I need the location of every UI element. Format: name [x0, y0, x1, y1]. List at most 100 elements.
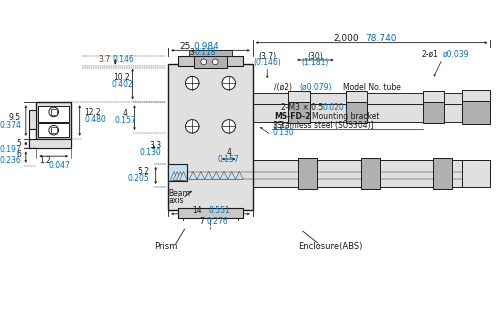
Text: 0.197: 0.197: [0, 145, 21, 154]
Text: 0.020: 0.020: [322, 103, 344, 112]
Polygon shape: [236, 172, 243, 179]
Text: 0.374: 0.374: [0, 121, 21, 130]
Text: 0.157: 0.157: [218, 155, 240, 164]
Bar: [346, 102, 368, 124]
Polygon shape: [176, 172, 184, 180]
Text: 9.5: 9.5: [9, 113, 21, 122]
Text: 0.146: 0.146: [112, 55, 134, 64]
Text: (1.181): (1.181): [302, 58, 329, 67]
Bar: [423, 91, 444, 106]
Polygon shape: [180, 172, 188, 180]
Text: 2,000: 2,000: [334, 34, 359, 43]
Text: 0.130: 0.130: [140, 148, 162, 157]
Text: 3.7: 3.7: [98, 55, 111, 64]
Text: 0.402: 0.402: [111, 79, 133, 89]
Text: (0.146): (0.146): [254, 58, 281, 67]
Bar: [360, 158, 380, 189]
Text: 10.2: 10.2: [114, 73, 130, 82]
Text: MS-FD-2: MS-FD-2: [274, 112, 310, 121]
Circle shape: [49, 107, 58, 117]
Text: 0.984: 0.984: [194, 42, 220, 51]
Bar: [168, 64, 253, 210]
Text: /(ø2): /(ø2): [274, 84, 292, 92]
Circle shape: [222, 76, 235, 90]
Text: 7: 7: [200, 217, 204, 226]
Text: 1.2: 1.2: [39, 156, 51, 164]
Bar: [423, 102, 444, 124]
Bar: [288, 91, 310, 106]
Bar: [194, 56, 227, 68]
Polygon shape: [204, 172, 212, 179]
Polygon shape: [212, 172, 220, 179]
Bar: [168, 164, 188, 181]
Bar: [38, 106, 69, 122]
Bar: [51, 109, 57, 115]
Text: (ø0.079): (ø0.079): [299, 84, 332, 92]
Bar: [462, 90, 490, 107]
Text: 4: 4: [122, 109, 128, 118]
Text: 12.2: 12.2: [84, 108, 101, 117]
Bar: [51, 127, 57, 133]
Bar: [298, 158, 318, 189]
Text: 2-ø1: 2-ø1: [421, 50, 438, 59]
Bar: [432, 158, 452, 189]
Circle shape: [49, 125, 58, 135]
Text: 0.130: 0.130: [272, 128, 294, 137]
Bar: [190, 50, 232, 56]
Text: 0.236: 0.236: [0, 156, 21, 165]
Polygon shape: [228, 172, 235, 179]
Bar: [288, 102, 310, 124]
Circle shape: [186, 76, 199, 90]
Circle shape: [186, 120, 199, 133]
Text: Enclosure(ABS): Enclosure(ABS): [298, 242, 362, 251]
Text: 6: 6: [16, 150, 21, 159]
Bar: [253, 104, 486, 122]
Text: Prism: Prism: [154, 242, 177, 251]
Bar: [178, 208, 243, 218]
Text: 0.118: 0.118: [195, 48, 216, 57]
Bar: [28, 110, 36, 129]
Polygon shape: [220, 172, 228, 179]
Circle shape: [201, 59, 206, 65]
Bar: [462, 160, 490, 187]
Text: ø0.039: ø0.039: [444, 50, 470, 59]
Text: (3.7): (3.7): [258, 52, 276, 60]
Text: 5: 5: [16, 139, 21, 148]
Bar: [346, 91, 368, 106]
Text: 78.740: 78.740: [365, 34, 396, 43]
Text: 25: 25: [180, 42, 191, 51]
Text: Mounting bracket: Mounting bracket: [312, 112, 380, 121]
Bar: [462, 101, 490, 124]
Text: 3.3: 3.3: [150, 141, 162, 150]
Bar: [253, 93, 486, 104]
Text: Beam: Beam: [168, 189, 190, 198]
Text: 4: 4: [226, 148, 231, 157]
Text: 0.157: 0.157: [114, 116, 136, 125]
Bar: [38, 124, 69, 137]
Text: [Stainless steel (SUS304)]: [Stainless steel (SUS304)]: [274, 121, 374, 130]
Circle shape: [52, 128, 56, 132]
Text: 5.2: 5.2: [137, 167, 149, 176]
Bar: [28, 139, 71, 148]
Text: 0.205: 0.205: [127, 174, 149, 183]
Text: Model No. tube: Model No. tube: [343, 84, 401, 92]
Polygon shape: [170, 172, 178, 180]
Polygon shape: [197, 172, 204, 179]
Polygon shape: [174, 172, 181, 180]
Circle shape: [52, 110, 56, 114]
Circle shape: [222, 120, 235, 133]
Text: 3.3: 3.3: [272, 121, 284, 130]
Text: 0.276: 0.276: [206, 217, 228, 226]
Text: 0.480: 0.480: [84, 115, 106, 124]
Text: 0.047: 0.047: [48, 161, 70, 170]
Text: axis: axis: [168, 196, 184, 205]
Text: 2-M3 × 0.5: 2-M3 × 0.5: [280, 103, 323, 112]
Polygon shape: [190, 172, 197, 179]
Circle shape: [212, 59, 218, 65]
Text: 14: 14: [192, 205, 202, 214]
Text: 3: 3: [190, 48, 194, 57]
Text: 0.551: 0.551: [208, 205, 230, 214]
Bar: [36, 102, 71, 139]
Text: (30): (30): [308, 52, 323, 60]
Bar: [188, 160, 486, 187]
